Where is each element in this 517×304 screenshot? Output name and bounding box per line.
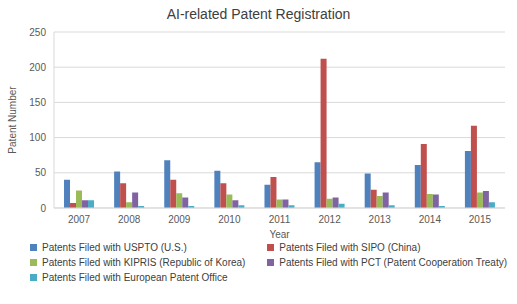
svg-text:Year: Year	[269, 229, 290, 240]
svg-text:2007: 2007	[68, 214, 91, 225]
svg-text:2014: 2014	[419, 214, 442, 225]
svg-text:50: 50	[35, 167, 47, 178]
svg-text:200: 200	[29, 62, 46, 73]
svg-text:2015: 2015	[469, 214, 492, 225]
html-text:Patents Filed with European Pa: Patents Filed with European Patent Offic…	[42, 272, 228, 283]
svg-text:0: 0	[40, 203, 46, 214]
html-text:AI-related Patent Registration: AI-related Patent Registration	[166, 6, 351, 22]
svg-text:2013: 2013	[369, 214, 392, 225]
html-text:Patents Filed with KIPRIS (Rep: Patents Filed with KIPRIS (Republic of K…	[42, 257, 246, 268]
svg-text:Patent Number: Patent Number	[8, 86, 18, 154]
svg-text:2008: 2008	[118, 214, 141, 225]
svg-text:100: 100	[29, 132, 46, 143]
svg-text:2011: 2011	[269, 214, 291, 225]
svg-text:2012: 2012	[318, 214, 341, 225]
svg-text:250: 250	[29, 27, 46, 38]
svg-text:2010: 2010	[218, 214, 241, 225]
html-text:Patents Filed with SIPO (China: Patents Filed with SIPO (China)	[279, 242, 421, 253]
html-text:Patents Filed with USPTO (U.S.: Patents Filed with USPTO (U.S.)	[42, 242, 187, 253]
svg-text:2009: 2009	[168, 214, 191, 225]
svg-text:150: 150	[29, 97, 46, 108]
html-text:Patents Filed with PCT (Patent: Patents Filed with PCT (Patent Cooperati…	[279, 257, 507, 268]
